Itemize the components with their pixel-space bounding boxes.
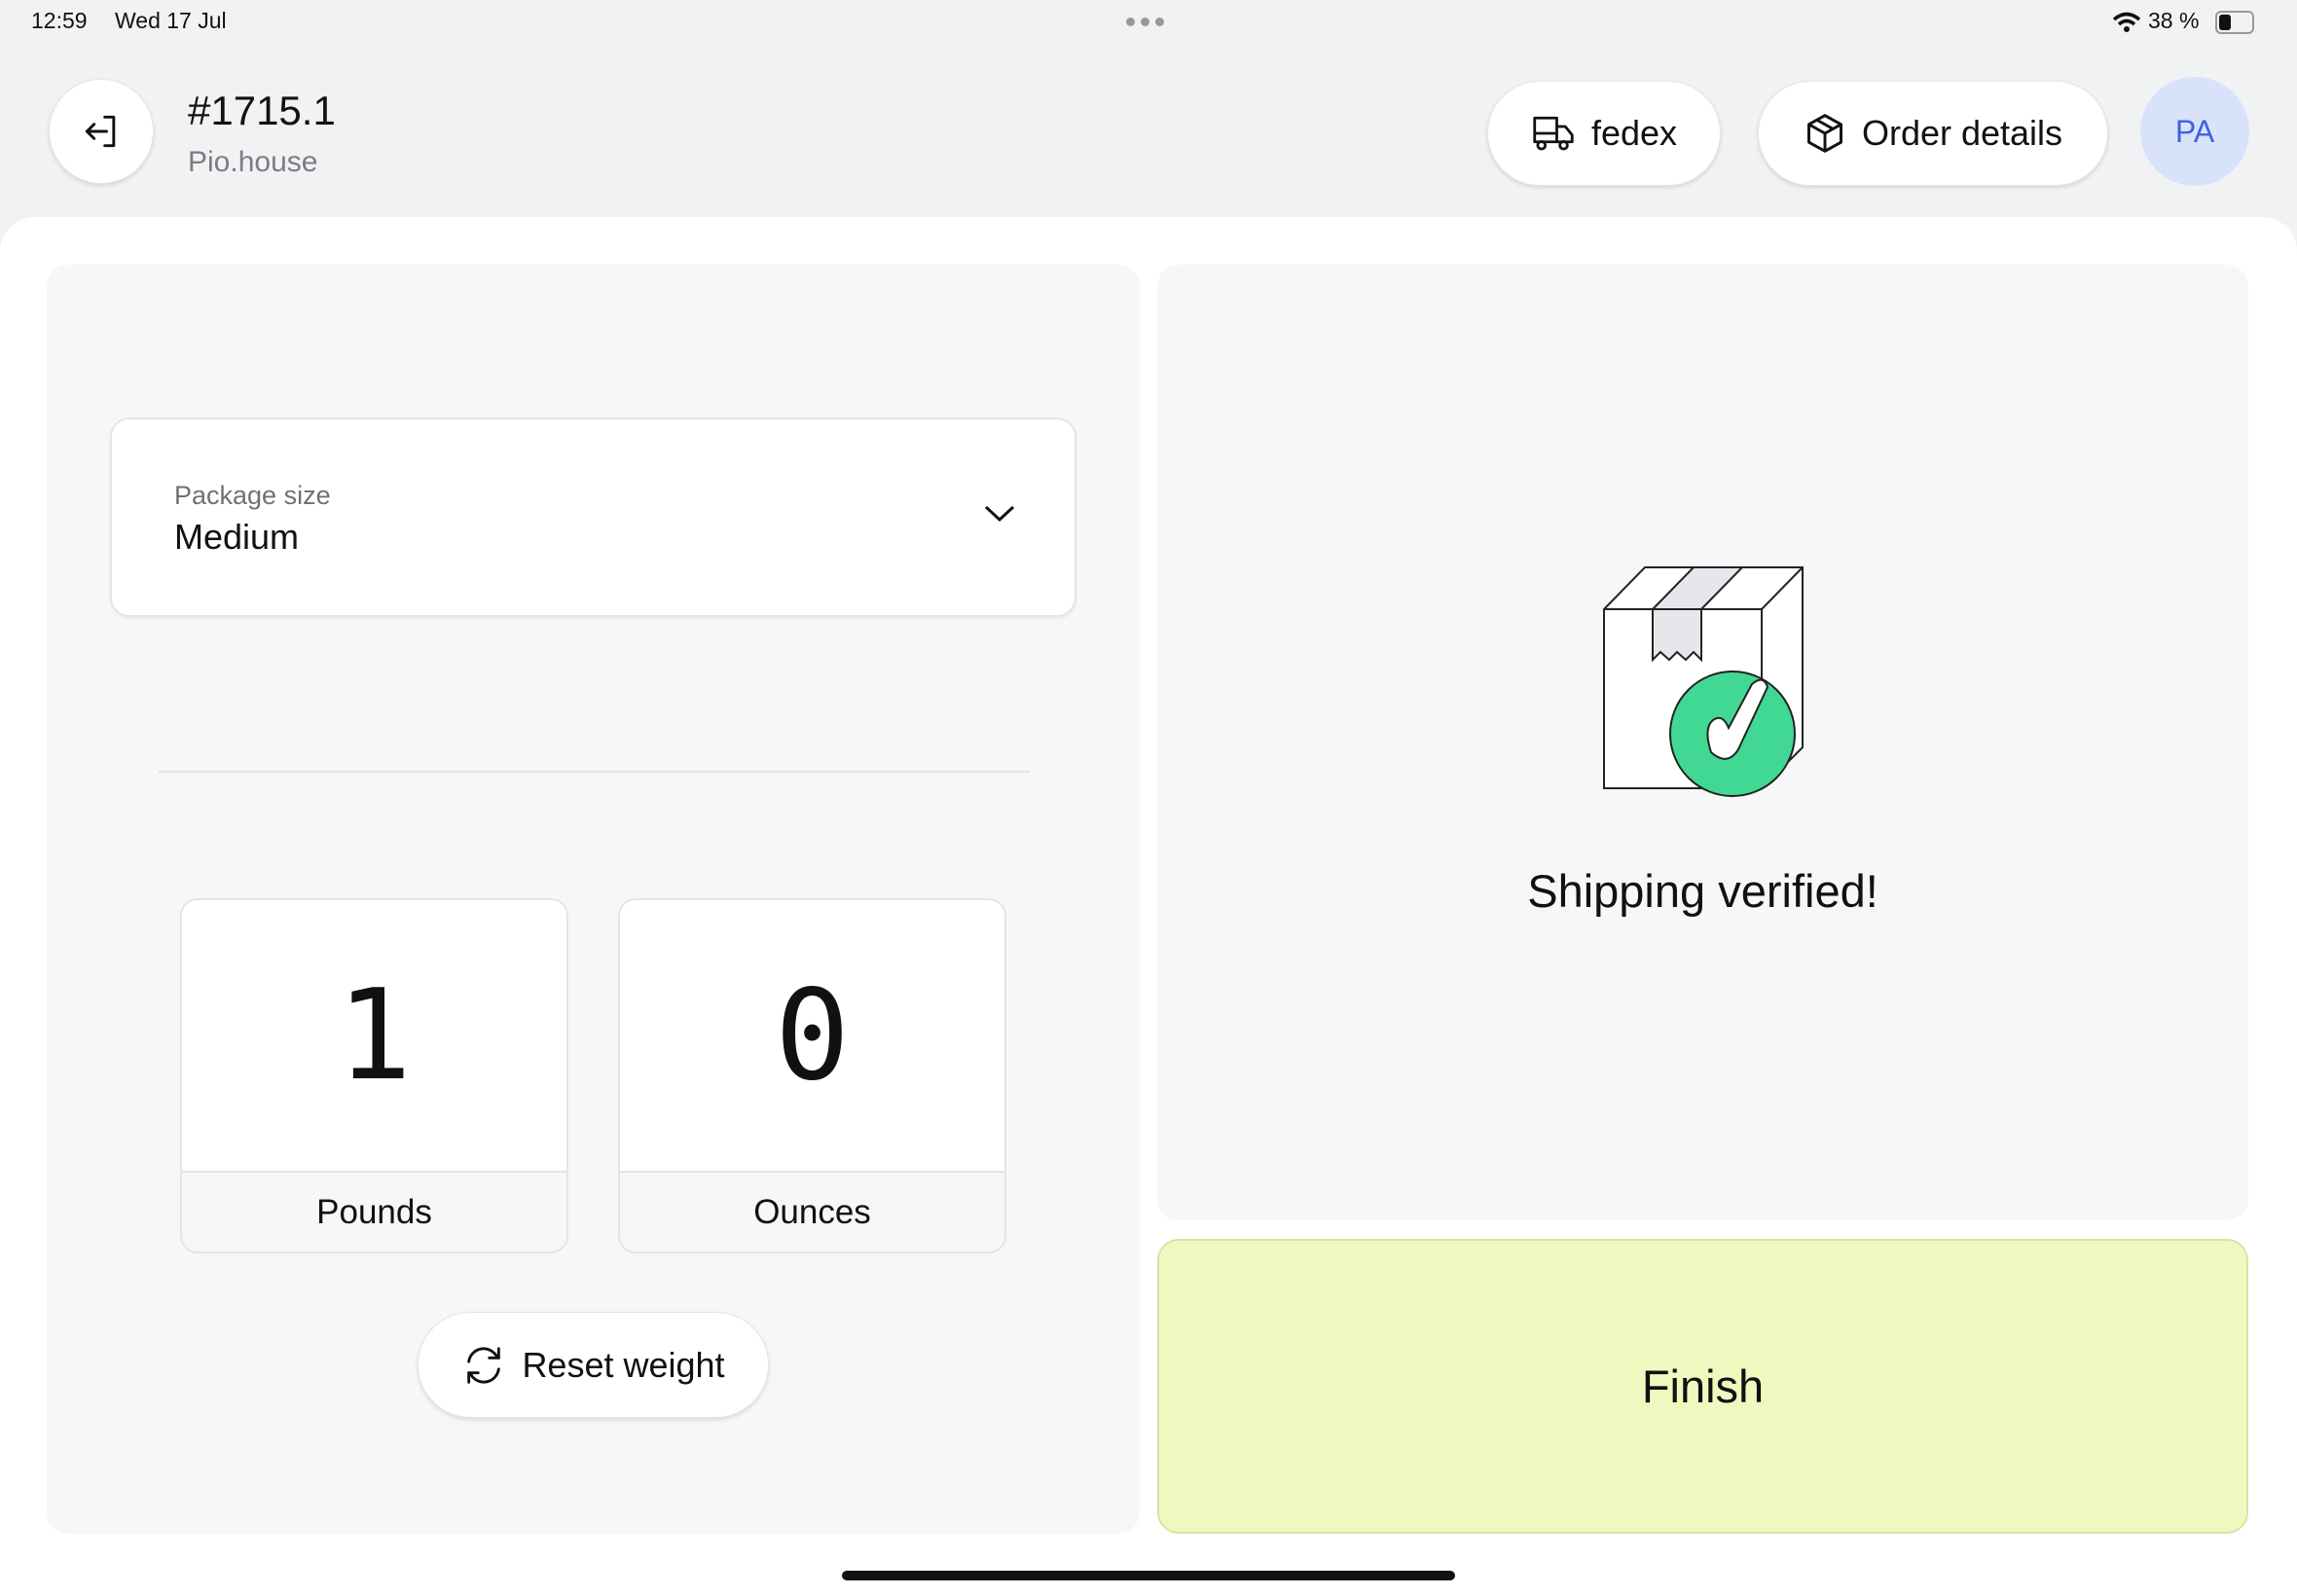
back-button[interactable] bbox=[49, 79, 154, 184]
pounds-value[interactable]: 1 bbox=[182, 900, 566, 1173]
wifi-icon bbox=[2112, 12, 2141, 32]
order-details-button[interactable]: Order details bbox=[1758, 81, 2108, 186]
order-details-label: Order details bbox=[1861, 113, 2063, 153]
package-icon bbox=[1806, 114, 1842, 153]
reset-weight-button[interactable]: Reset weight bbox=[418, 1312, 769, 1418]
ounces-label: Ounces bbox=[753, 1193, 871, 1231]
pounds-input[interactable]: 1 Pounds bbox=[180, 898, 568, 1253]
order-number: #1715.1 bbox=[188, 88, 336, 133]
finish-button[interactable]: Finish bbox=[1157, 1239, 2248, 1534]
truck-icon bbox=[1533, 116, 1574, 151]
home-indicator[interactable] bbox=[842, 1571, 1455, 1580]
battery-icon bbox=[2215, 11, 2254, 34]
package-verified-icon bbox=[1603, 566, 1804, 797]
refresh-icon bbox=[467, 1346, 501, 1384]
battery-percent: 38 % bbox=[2148, 8, 2200, 33]
chevron-down-icon bbox=[984, 505, 1015, 523]
store-name: Pio.house bbox=[188, 146, 318, 178]
pounds-label: Pounds bbox=[316, 1193, 432, 1231]
carrier-button[interactable]: fedex bbox=[1487, 81, 1721, 186]
package-size-value: Medium bbox=[174, 517, 300, 557]
ounces-value[interactable]: 0 bbox=[620, 900, 1004, 1173]
divider bbox=[159, 771, 1030, 773]
reset-weight-label: Reset weight bbox=[522, 1344, 725, 1385]
multitasking-dots-icon[interactable] bbox=[1126, 18, 1164, 26]
carrier-label: fedex bbox=[1590, 113, 1678, 153]
package-size-dropdown[interactable]: Package size Medium bbox=[110, 417, 1076, 617]
exit-icon bbox=[85, 115, 116, 148]
status-time: 12:59 bbox=[31, 8, 88, 33]
ounces-input[interactable]: 0 Ounces bbox=[618, 898, 1006, 1253]
status-date: Wed 17 Jul bbox=[115, 8, 227, 33]
avatar[interactable]: PA bbox=[2140, 77, 2249, 186]
shipping-verified-message: Shipping verified! bbox=[1527, 865, 1878, 917]
package-size-label: Package size bbox=[174, 481, 331, 510]
